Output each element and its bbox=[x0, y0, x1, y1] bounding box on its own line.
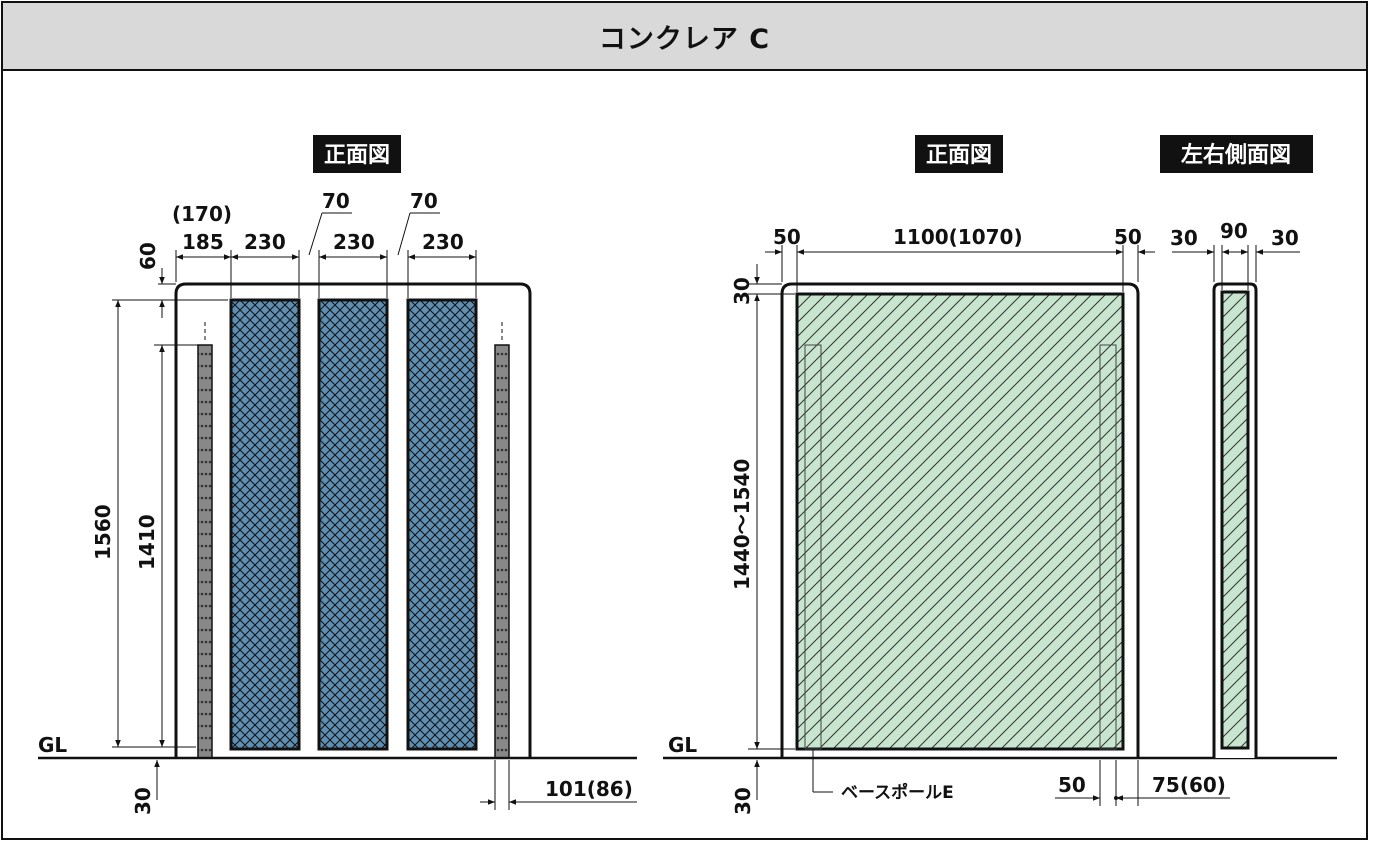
blue-panel-3 bbox=[406, 298, 478, 751]
side-view: 左右側面図 30 90 30 bbox=[1160, 135, 1313, 758]
dim-101-86: 101(86) bbox=[545, 777, 633, 801]
blue-panel-2 bbox=[317, 298, 389, 751]
right-dim-50-left: 50 bbox=[773, 225, 801, 249]
side-dim-30-left: 30 bbox=[1170, 226, 1198, 250]
dim-60: 60 bbox=[136, 242, 160, 270]
right-view-tag bbox=[915, 135, 1003, 173]
right-gl-label: GL bbox=[668, 733, 697, 757]
right-front-view: 正面図 GL 50 1100(1070) 50 30 1440〜1540 30 bbox=[663, 135, 1337, 815]
dim-230-b: 230 bbox=[333, 230, 375, 254]
right-view-label: 正面図 bbox=[926, 143, 992, 168]
right-dim-50-bottom: 50 bbox=[1058, 773, 1086, 797]
pole-label: ベースポールE bbox=[841, 782, 954, 803]
right-dim-50-right: 50 bbox=[1114, 225, 1142, 249]
dim-230-c: 230 bbox=[422, 230, 464, 254]
side-view-tag bbox=[1160, 135, 1313, 173]
diagram-title: コンクレア C bbox=[2, 2, 1367, 70]
right-pole bbox=[494, 344, 510, 759]
dim-1410: 1410 bbox=[135, 514, 159, 570]
right-dim-height: 1440〜1540 bbox=[730, 459, 754, 590]
right-inner-pole-right bbox=[1099, 344, 1117, 750]
side-dim-90: 90 bbox=[1220, 219, 1248, 243]
left-pole bbox=[197, 344, 213, 759]
side-green-panel bbox=[1220, 290, 1250, 750]
dim-230-a: 230 bbox=[244, 230, 286, 254]
dim-170: (170) bbox=[172, 202, 232, 226]
right-dim-30-top: 30 bbox=[730, 277, 754, 305]
right-dim-75-60: 75(60) bbox=[1152, 773, 1226, 797]
side-view-label: 左右側面図 bbox=[1181, 142, 1291, 168]
right-dim-width: 1100(1070) bbox=[893, 225, 1023, 249]
right-dim-30-bottom: 30 bbox=[731, 787, 755, 815]
dim-70-b: 70 bbox=[410, 189, 438, 213]
left-front-view: 正面図 GL (170) 185 230 230 230 70 bbox=[38, 135, 637, 815]
dim-70-a: 70 bbox=[322, 189, 350, 213]
green-panel bbox=[795, 292, 1125, 751]
side-dim-30-right: 30 bbox=[1271, 226, 1299, 250]
dim-185: 185 bbox=[182, 230, 224, 254]
blue-panel-1 bbox=[229, 298, 301, 751]
left-view-tag bbox=[313, 135, 401, 173]
left-gl-label: GL bbox=[38, 733, 67, 757]
dim-1560: 1560 bbox=[91, 504, 115, 560]
left-view-label: 正面図 bbox=[324, 143, 390, 168]
dim-30-left: 30 bbox=[131, 787, 155, 815]
